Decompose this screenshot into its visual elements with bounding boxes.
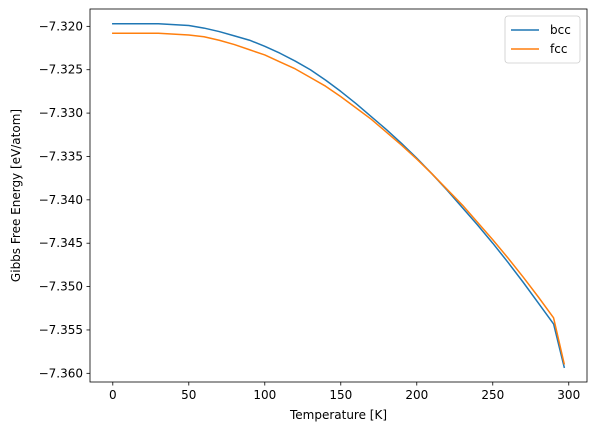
x-tick-label: 50 [181,388,196,402]
series-lines [112,23,566,369]
y-tick-label: −7.350 [39,280,83,294]
plot-frame [89,8,588,383]
x-tick-label: 300 [557,388,580,402]
legend-label-bcc: bcc [550,23,571,37]
legend: bcc fcc [504,15,581,64]
series-line-fcc [112,32,566,365]
y-tick-label: −7.325 [39,63,83,77]
y-tick-label: −7.340 [39,193,83,207]
y-axis-label: Gibbs Free Energy [eV/atom] [9,109,23,282]
y-tick-label: −7.360 [39,366,83,380]
x-tick-label: 100 [253,388,276,402]
y-tick-label: −7.355 [39,323,83,337]
x-tick-label: 0 [109,388,117,402]
x-tick-label: 250 [481,388,504,402]
x-tick-label: 150 [329,388,352,402]
y-tick-label: −7.335 [39,149,83,163]
legend-box [504,15,581,64]
legend-label-fcc: fcc [550,42,567,56]
plot-area [90,9,587,382]
y-tick-label: −7.330 [39,106,83,120]
y-axis-ticks: −7.320 −7.325 −7.330 −7.335 −7.340 −7.345 −7.3… [39,19,90,380]
x-axis-ticks: 0 50 100 150 200 250 300 [109,382,580,402]
x-axis-label: Temperature [K] [289,408,387,422]
y-tick-label: −7.345 [39,236,83,250]
y-tick-label: −7.320 [39,19,83,33]
x-tick-label: 200 [405,388,428,402]
series-line-bcc [112,23,566,369]
